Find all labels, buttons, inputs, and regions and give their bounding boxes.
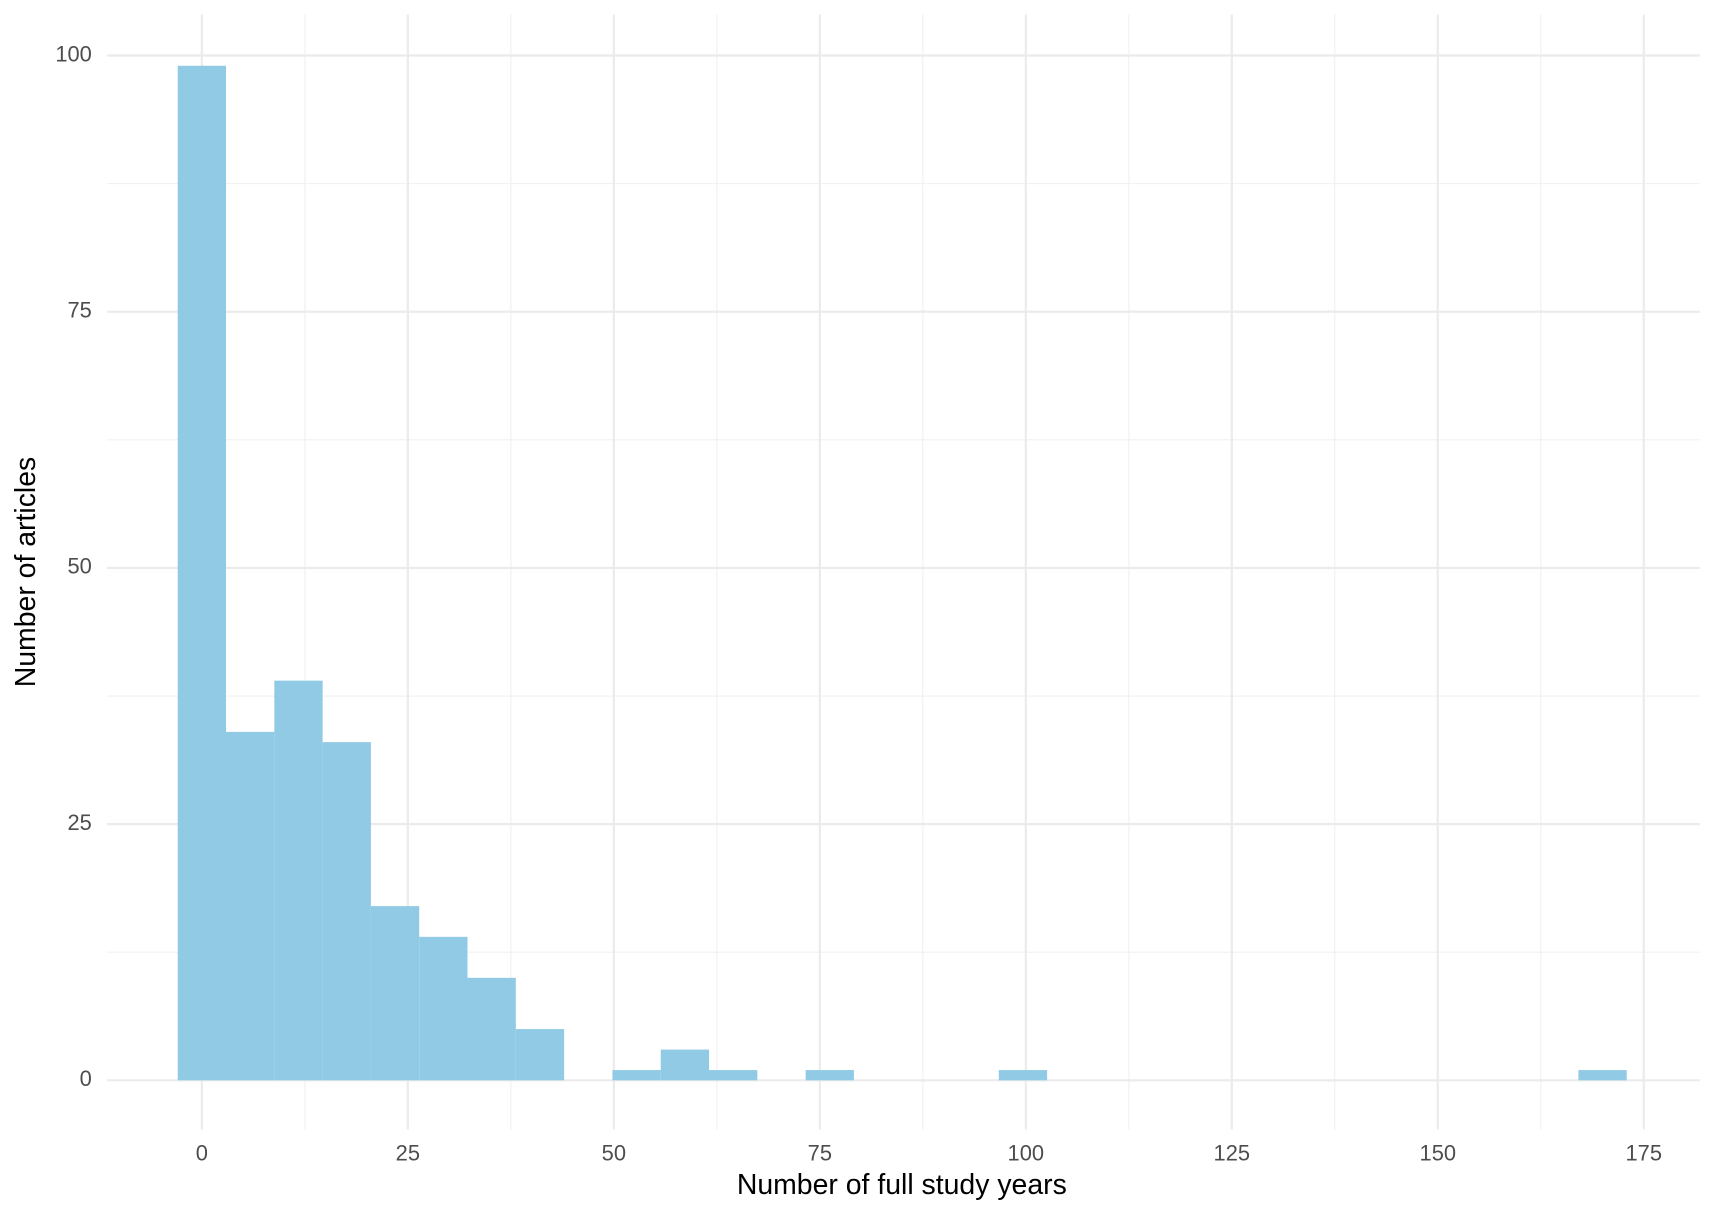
bar: [709, 1070, 758, 1081]
bar: [805, 1070, 854, 1081]
x-tick-label: 50: [602, 1140, 626, 1165]
x-tick-label: 25: [396, 1140, 420, 1165]
y-tick-label: 75: [67, 298, 91, 323]
y-tick-label: 50: [67, 554, 91, 579]
bar: [226, 731, 275, 1081]
x-tick-label: 75: [808, 1140, 832, 1165]
bar: [370, 906, 420, 1081]
bar: [612, 1070, 661, 1081]
bar: [274, 680, 323, 1081]
bar: [177, 65, 227, 1081]
x-tick-label: 0: [196, 1140, 208, 1165]
y-tick-label: 25: [67, 810, 91, 835]
y-tick-label: 100: [55, 41, 91, 66]
bar: [322, 742, 371, 1081]
bar: [660, 1049, 710, 1081]
y-tick-label: 0: [80, 1066, 92, 1091]
x-axis-title: Number of full study years: [737, 1169, 1067, 1201]
bar: [419, 936, 468, 1081]
x-tick-label: 175: [1626, 1140, 1662, 1165]
y-axis-title: Number of articles: [10, 457, 42, 687]
bar: [467, 977, 516, 1081]
bar: [1578, 1070, 1627, 1081]
x-tick-label: 150: [1420, 1140, 1456, 1165]
bar: [998, 1070, 1048, 1081]
bar: [515, 1029, 565, 1081]
x-tick-label: 125: [1214, 1140, 1250, 1165]
x-tick-label: 100: [1008, 1140, 1044, 1165]
